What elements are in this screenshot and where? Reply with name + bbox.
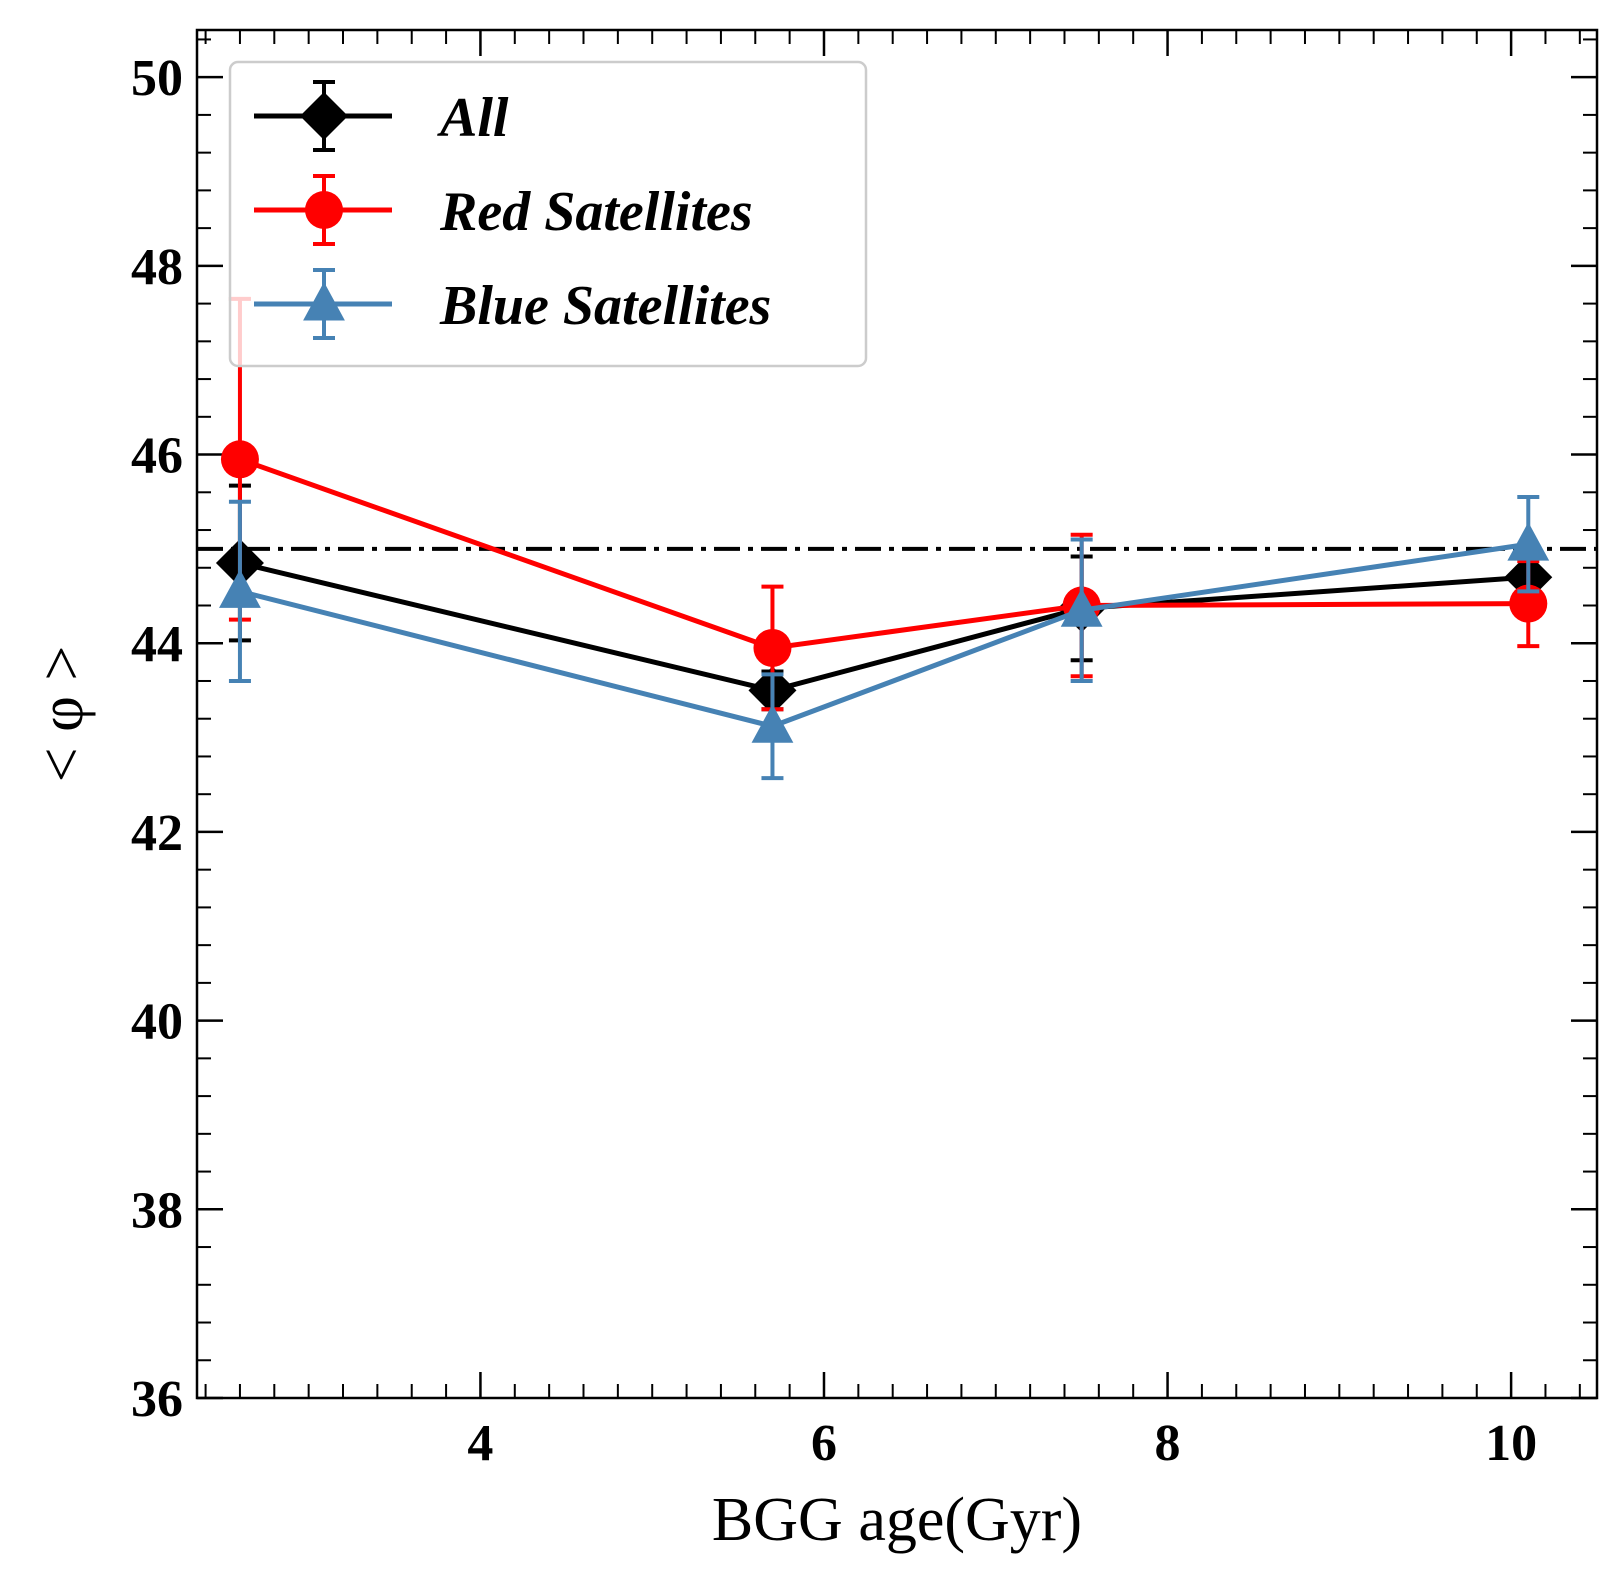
- legend-label: Red Satellites: [439, 181, 753, 243]
- y-tick-label: 38: [131, 1182, 183, 1239]
- y-tick-labels: 36 38 40 42 44 46 48 50: [131, 50, 183, 1428]
- x-axis-title: BGG age(Gyr): [712, 1486, 1082, 1554]
- triangle-marker: [219, 569, 261, 608]
- series-blue-satellites: [219, 495, 1550, 781]
- series-layer: [215, 296, 1553, 781]
- circle-marker: [1509, 584, 1548, 623]
- y-tick-label: 46: [131, 428, 183, 485]
- circle-marker: [753, 628, 792, 667]
- x-tick-label: 8: [1155, 1415, 1181, 1472]
- legend-item: Blue Satellites: [254, 268, 771, 340]
- x-tick-label: 4: [467, 1415, 493, 1472]
- y-axis-title: < φ >: [28, 646, 96, 783]
- y-tick-label: 50: [131, 50, 183, 107]
- y-tick-label: 40: [131, 994, 183, 1051]
- legend-items: All Red Satellites Blue Satellites: [254, 80, 771, 340]
- y-tick-label: 36: [131, 1371, 183, 1428]
- triangle-marker: [303, 282, 345, 321]
- legend-item: Red Satellites: [254, 174, 753, 246]
- triangle-marker: [1507, 522, 1550, 561]
- plot-frame: [195, 28, 1599, 1400]
- minor-ticks: [197, 30, 1597, 1398]
- circle-marker: [220, 440, 259, 479]
- y-tick-label: 44: [131, 616, 183, 673]
- x-tick-label: 10: [1485, 1415, 1537, 1472]
- legend-box: [228, 60, 868, 368]
- series-line: [239, 456, 1529, 651]
- x-tick-labels: 4 6 8 10: [467, 1415, 1537, 1472]
- triangle-marker: [751, 704, 794, 743]
- triangle-marker: [1060, 588, 1103, 627]
- diamond-marker: [300, 92, 348, 140]
- y-tick-label: 48: [131, 239, 183, 296]
- legend-label: Blue Satellites: [439, 275, 771, 337]
- x-tick-label: 6: [811, 1415, 837, 1472]
- series-line: [239, 560, 1529, 693]
- circle-marker: [305, 191, 343, 229]
- legend-label: All: [437, 87, 509, 149]
- series-line: [239, 541, 1529, 729]
- legend-item: All: [254, 80, 509, 152]
- y-tick-label: 42: [131, 805, 183, 862]
- legend: All Red Satellites Blue Satellites: [228, 60, 868, 368]
